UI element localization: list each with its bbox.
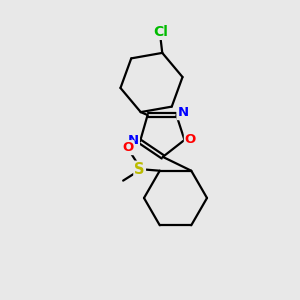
- Text: Cl: Cl: [153, 25, 168, 39]
- Text: O: O: [122, 141, 134, 154]
- Text: N: N: [177, 106, 189, 119]
- Text: S: S: [134, 162, 145, 177]
- Text: O: O: [185, 134, 196, 146]
- Text: N: N: [128, 134, 139, 146]
